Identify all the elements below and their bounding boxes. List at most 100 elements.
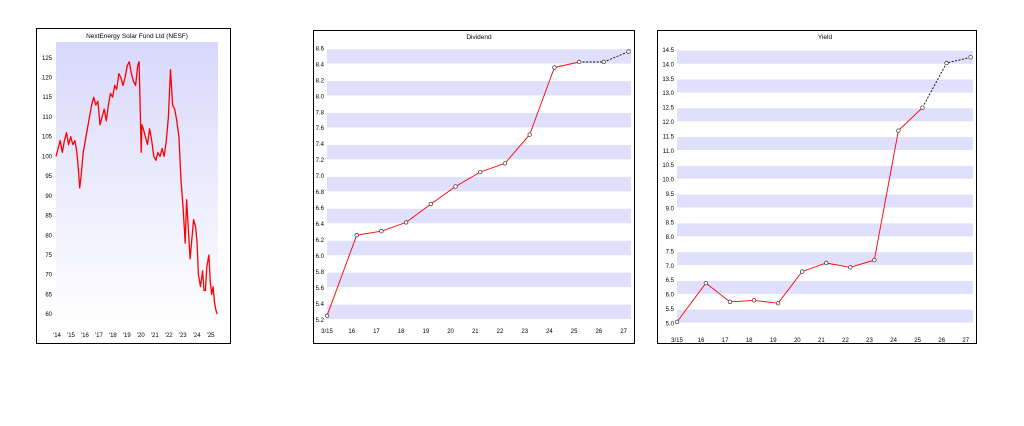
y-tick-label: 14.0 xyxy=(662,62,674,68)
x-tick-label: 16 xyxy=(698,338,705,344)
x-tick-label: 21 xyxy=(818,338,825,344)
x-tick-label: '23 xyxy=(179,333,187,339)
y-tick-label: 7.4 xyxy=(316,142,325,148)
y-tick-label: 11.5 xyxy=(663,134,675,140)
x-tick-label: '16 xyxy=(81,333,89,339)
grid-band xyxy=(327,81,631,96)
x-tick-label: 23 xyxy=(866,338,873,344)
y-tick-label: 12.5 xyxy=(662,106,674,112)
x-tick-label: '24 xyxy=(193,333,201,339)
x-tick-label: '15 xyxy=(67,333,75,339)
y-tick-label: 5.4 xyxy=(316,302,325,308)
y-tick-label: 110 xyxy=(42,115,52,121)
price-line xyxy=(55,61,218,315)
yield-point xyxy=(775,301,781,306)
x-tick-label: '17 xyxy=(95,333,103,339)
y-tick-label: 9.0 xyxy=(666,206,675,212)
x-tick-label: 22 xyxy=(497,329,504,335)
y-tick-label: 5.0 xyxy=(666,321,675,327)
yield-point xyxy=(944,60,949,66)
x-tick-label: 24 xyxy=(546,329,553,335)
yield-chart: Yield 5.0 5.5 6.0 6.5 7.0 7.5 8.0 8.5 9.0 9.5 10.0 1… xyxy=(657,30,977,344)
x-tick-label: 24 xyxy=(890,338,897,344)
dividend-chart-panel: Dividend 5.2 5.4 5.6 5.8 6.0 6.2 6.4 6.6 6.8 7.0 7.… xyxy=(313,30,635,344)
x-tick-label: 19 xyxy=(423,329,430,335)
x-tick-label: 3/15 xyxy=(671,338,683,344)
dividend-point xyxy=(552,65,557,70)
y-tick-label: 6.2 xyxy=(316,238,325,244)
grid-band xyxy=(327,176,631,192)
y-tick-label: 13.5 xyxy=(662,77,674,83)
x-tick-label: 26 xyxy=(938,338,945,344)
grid-band xyxy=(327,272,631,288)
price-chart-panel: NextEnergy Solar Fund Ltd (NESF) 60 65 70 75… xyxy=(36,28,231,344)
y-tick-label: 115 xyxy=(42,95,52,101)
price-chart: NextEnergy Solar Fund Ltd (NESF) 60 65 70 75… xyxy=(36,28,231,344)
dividend-point xyxy=(626,49,631,54)
dividend-point xyxy=(324,313,330,318)
chart-frame xyxy=(657,30,977,344)
dividend-point xyxy=(428,201,433,207)
x-tick-label: 18 xyxy=(398,329,405,335)
dividend-point xyxy=(478,169,483,175)
y-tick-label: 8.2 xyxy=(316,78,325,84)
grid-band xyxy=(677,50,973,64)
dividend-point xyxy=(354,233,359,238)
y-tick-label: 5.8 xyxy=(316,270,325,276)
y-tick-label: 8.4 xyxy=(316,62,325,68)
x-tick-label: 21 xyxy=(472,329,479,335)
y-tick-label: 60 xyxy=(45,312,52,318)
y-tick-label: 6.0 xyxy=(666,293,675,299)
yield-point xyxy=(968,55,973,60)
y-tick-label: 11.0 xyxy=(663,149,675,155)
y-tick-label: 8.0 xyxy=(666,235,675,241)
y-tick-label: 13.0 xyxy=(662,91,674,97)
x-tick-label: '19 xyxy=(123,333,131,339)
grid-band xyxy=(677,223,973,237)
y-tick-label: 65 xyxy=(45,292,52,298)
grid-band xyxy=(327,113,631,128)
dividend-point xyxy=(527,132,532,137)
grid-band xyxy=(677,252,973,266)
y-tick-label: 12.0 xyxy=(662,120,674,126)
x-tick-label: '21 xyxy=(151,333,159,339)
y-tick-label: 90 xyxy=(45,194,52,200)
y-tick-label: 5.6 xyxy=(316,286,325,292)
y-tick-label: 75 xyxy=(45,253,52,259)
y-tick-label: 5.5 xyxy=(666,307,675,313)
x-tick-label: 20 xyxy=(794,338,801,344)
grid-band xyxy=(677,79,973,93)
y-tick-label: 7.0 xyxy=(666,264,675,270)
x-tick-label: 23 xyxy=(521,329,528,335)
x-tick-label: '25 xyxy=(207,333,215,339)
y-tick-label: 80 xyxy=(45,233,52,239)
grid-band xyxy=(677,309,973,323)
dividend-point xyxy=(576,59,582,65)
x-tick-label: 27 xyxy=(962,338,969,344)
dividend-point xyxy=(601,59,606,65)
y-tick-label: 10.0 xyxy=(662,178,674,184)
plot-background xyxy=(56,42,218,326)
y-tick-label: 6.6 xyxy=(316,206,325,212)
x-tick-label: 3/15 xyxy=(321,329,333,335)
yield-point xyxy=(751,298,757,303)
dividend-point xyxy=(453,184,458,189)
grid-band xyxy=(677,280,973,294)
grid-band xyxy=(327,144,631,160)
x-tick-label: 17 xyxy=(722,338,729,344)
grid-band xyxy=(327,208,631,224)
y-tick-label: 6.5 xyxy=(666,278,675,284)
yield-point xyxy=(674,319,680,325)
y-tick-label: 6.4 xyxy=(316,222,325,228)
x-tick-label: 22 xyxy=(842,338,849,344)
y-tick-label: 7.0 xyxy=(316,174,325,180)
x-tick-label: 16 xyxy=(348,329,355,335)
grid-band xyxy=(677,165,973,179)
x-tick-label: '20 xyxy=(137,333,145,339)
x-tick-label: 26 xyxy=(596,329,603,335)
y-tick-label: 105 xyxy=(42,135,53,141)
yield-chart-panel: Yield 5.0 5.5 6.0 6.5 7.0 7.5 8.0 8.5 9.0 9.5 10.0 1… xyxy=(657,30,977,344)
y-tick-label: 7.6 xyxy=(316,126,325,132)
yield-point xyxy=(872,257,877,263)
yield-point xyxy=(896,128,901,133)
